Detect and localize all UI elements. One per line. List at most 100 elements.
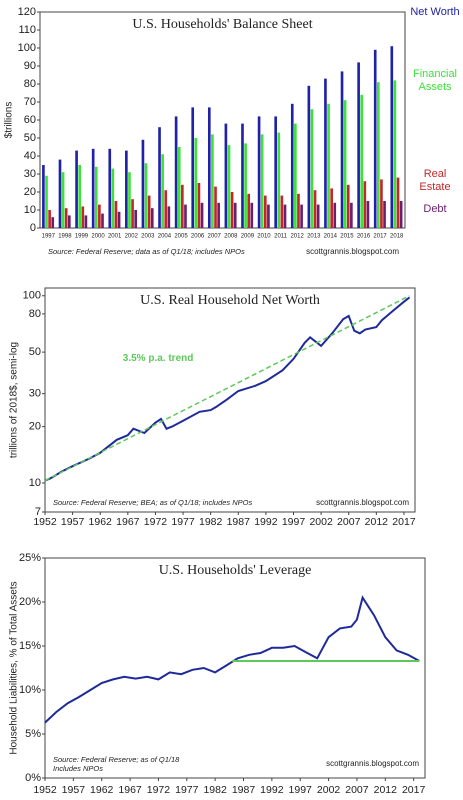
bar xyxy=(297,193,300,228)
y-tick-label: 120 xyxy=(18,6,36,18)
y-tick-label: 25% xyxy=(19,552,41,564)
x-tick-label: 1987 xyxy=(232,784,256,796)
x-tick-label: 2002 xyxy=(309,516,333,528)
bar xyxy=(84,215,88,228)
y-tick-label: 90 xyxy=(24,60,36,72)
bar xyxy=(233,202,237,228)
bar xyxy=(224,123,228,228)
x-tick-label: 1998 xyxy=(58,234,72,240)
bar xyxy=(194,138,198,228)
bar xyxy=(94,166,98,228)
bar xyxy=(244,143,247,228)
legend-entry: Financial Assets xyxy=(412,68,458,94)
x-tick-label: 1962 xyxy=(90,784,114,796)
bar xyxy=(267,204,270,228)
bar xyxy=(108,148,112,228)
bar xyxy=(280,195,284,228)
credit: scottgrannis.blogspot.com xyxy=(316,498,409,507)
x-tick-label: 1987 xyxy=(227,516,251,528)
x-tick-label: 2001 xyxy=(108,234,122,240)
bar xyxy=(360,94,364,228)
bar xyxy=(214,186,217,228)
y-tick-label: 7 xyxy=(35,506,41,518)
bar xyxy=(346,184,350,228)
bar xyxy=(390,46,394,229)
bar xyxy=(147,195,151,228)
bar xyxy=(91,148,95,228)
x-tick-label: 2016 xyxy=(357,234,371,240)
credit: scottgrannis.blogspot.com xyxy=(326,759,419,768)
y-tick-label: 50 xyxy=(29,346,41,358)
y-tick-label: 20% xyxy=(19,596,41,608)
bar xyxy=(48,210,51,228)
bar xyxy=(241,123,244,228)
bar xyxy=(207,107,211,228)
bar xyxy=(327,103,330,228)
x-tick-label: 2002 xyxy=(125,234,139,240)
annotation: 3.5% p.a. trend xyxy=(123,353,194,364)
y-tick-label: 80 xyxy=(24,78,36,90)
bar xyxy=(380,179,383,228)
bar xyxy=(211,134,214,228)
bar xyxy=(399,201,403,228)
bar xyxy=(125,150,128,228)
x-tick-label: 2008 xyxy=(224,234,238,240)
x-tick-label: 2004 xyxy=(158,234,172,240)
bar xyxy=(181,184,184,228)
bar xyxy=(184,204,187,228)
x-tick-label: 2012 xyxy=(290,234,304,240)
chart-title: U.S. Households' Balance Sheet xyxy=(132,17,312,32)
x-tick-label: 2015 xyxy=(340,234,354,240)
x-tick-label: 2012 xyxy=(374,784,398,796)
bar xyxy=(300,204,303,228)
bar xyxy=(277,132,281,228)
y-tick-label: 10 xyxy=(29,477,41,489)
y-tick-label: 15% xyxy=(19,640,41,652)
bar xyxy=(144,163,148,228)
x-tick-label: 1972 xyxy=(144,516,168,528)
x-tick-label: 2014 xyxy=(324,234,338,240)
bar xyxy=(333,202,337,228)
bar xyxy=(45,175,48,228)
y-axis-label: $trillions xyxy=(4,102,15,139)
bar xyxy=(75,150,78,228)
bar xyxy=(396,177,400,228)
bar xyxy=(177,147,181,228)
bar xyxy=(247,193,251,228)
bar xyxy=(134,210,138,228)
y-tick-label: 10 xyxy=(24,204,36,216)
y-tick-label: 40 xyxy=(24,150,36,162)
x-tick-label: 2017 xyxy=(373,234,387,240)
bar xyxy=(150,208,154,228)
source-note: Includes NPOs xyxy=(53,764,103,773)
bar xyxy=(67,215,71,228)
plot-frame xyxy=(39,11,406,229)
x-tick-label: 2007 xyxy=(337,516,361,528)
y-axis-label: trillions of 2018$, semi-log xyxy=(9,342,20,458)
x-tick-label: 1952 xyxy=(33,516,57,528)
x-tick-label: 1957 xyxy=(61,516,85,528)
x-tick-label: 1952 xyxy=(33,784,57,796)
y-tick-label: 20 xyxy=(29,421,41,433)
y-tick-label: 30 xyxy=(29,388,41,400)
line xyxy=(44,595,420,724)
bar xyxy=(316,204,320,228)
x-tick-label: 1977 xyxy=(171,516,195,528)
bar xyxy=(114,201,118,228)
bar xyxy=(366,201,370,228)
bar xyxy=(227,145,231,228)
y-tick-label: 5% xyxy=(25,728,41,740)
x-tick-label: 1982 xyxy=(203,784,227,796)
credit: scottgrannis.blogspot.com xyxy=(306,247,399,256)
source-note: Source: Federal Reserve; BEA; as of Q1/1… xyxy=(53,498,253,507)
x-tick-label: 1957 xyxy=(62,784,86,796)
bar xyxy=(161,154,164,228)
bar xyxy=(250,202,254,228)
bar xyxy=(230,192,234,228)
legend-entry: Debt xyxy=(423,203,447,215)
bar xyxy=(350,202,353,228)
y-tick-label: 0 xyxy=(30,222,36,234)
chart-title: U.S. Households' Leverage xyxy=(159,563,312,578)
